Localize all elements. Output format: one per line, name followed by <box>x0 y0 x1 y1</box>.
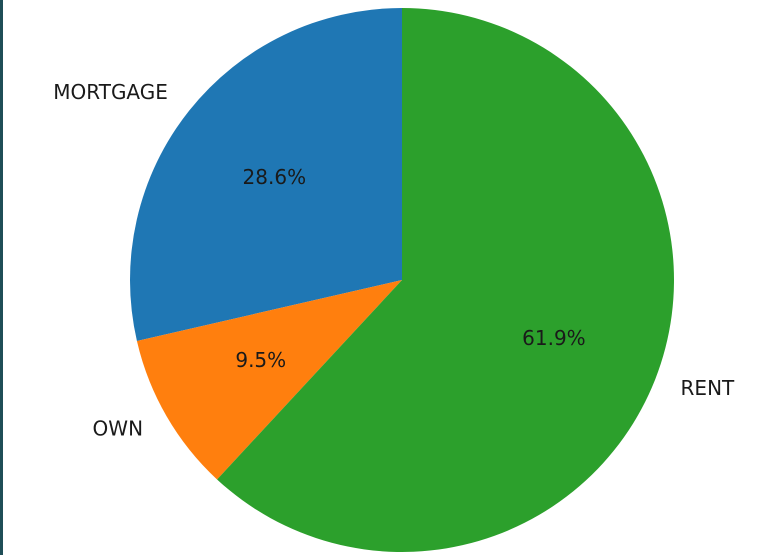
pie-slice-own <box>136 280 402 480</box>
pie-category-label-rent: RENT <box>681 376 735 400</box>
pie-slice-rent <box>217 8 675 552</box>
pie-pct-label-own: 9.5% <box>235 348 286 372</box>
pie-category-label-own: OWN <box>93 416 143 440</box>
pie-labels: 28.6% MORTGAGE 9.5% OWN 61.9% RENT <box>53 80 735 440</box>
pie-pct-label-mortgage: 28.6% <box>243 165 307 189</box>
pie-pct-label-rent: 61.9% <box>522 326 586 350</box>
pie-slice-mortgage <box>130 8 403 342</box>
pie-slices <box>130 8 675 552</box>
window-left-border <box>0 0 3 555</box>
pie-category-label-mortgage: MORTGAGE <box>53 80 168 104</box>
